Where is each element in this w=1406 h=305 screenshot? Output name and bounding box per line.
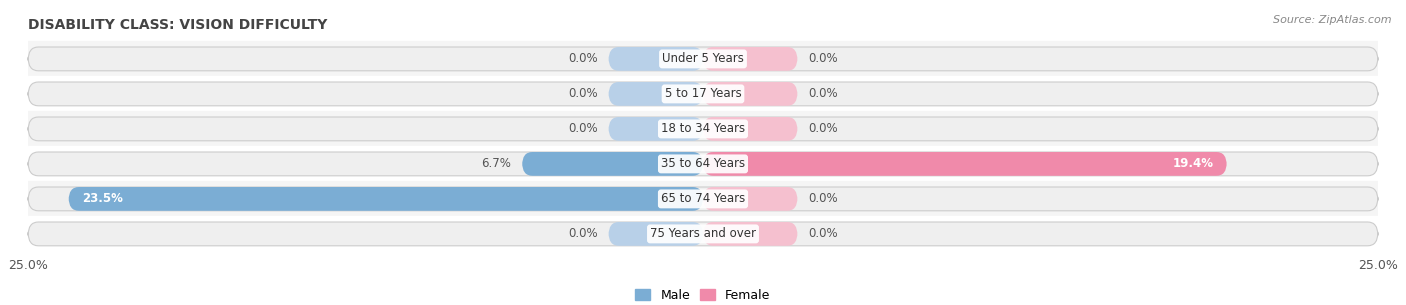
FancyBboxPatch shape	[28, 222, 1378, 246]
Text: 23.5%: 23.5%	[82, 192, 122, 205]
Text: 0.0%: 0.0%	[568, 228, 598, 240]
FancyBboxPatch shape	[28, 117, 1378, 141]
Text: 0.0%: 0.0%	[808, 52, 838, 65]
FancyBboxPatch shape	[609, 47, 703, 71]
Text: 0.0%: 0.0%	[568, 52, 598, 65]
FancyBboxPatch shape	[703, 222, 797, 246]
Text: Under 5 Years: Under 5 Years	[662, 52, 744, 65]
Text: 19.4%: 19.4%	[1173, 157, 1213, 170]
Bar	[28, 181, 1378, 217]
Text: 0.0%: 0.0%	[568, 88, 598, 100]
Text: 75 Years and over: 75 Years and over	[650, 228, 756, 240]
FancyBboxPatch shape	[28, 47, 1378, 71]
FancyBboxPatch shape	[703, 117, 797, 141]
Text: 0.0%: 0.0%	[808, 192, 838, 205]
Bar	[28, 146, 1378, 181]
Text: DISABILITY CLASS: VISION DIFFICULTY: DISABILITY CLASS: VISION DIFFICULTY	[28, 18, 328, 31]
Bar	[28, 111, 1378, 146]
Text: 18 to 34 Years: 18 to 34 Years	[661, 122, 745, 135]
FancyBboxPatch shape	[703, 187, 797, 211]
Text: 35 to 64 Years: 35 to 64 Years	[661, 157, 745, 170]
FancyBboxPatch shape	[28, 187, 1378, 211]
FancyBboxPatch shape	[522, 152, 703, 176]
Bar	[28, 217, 1378, 251]
FancyBboxPatch shape	[28, 152, 1378, 176]
Text: 5 to 17 Years: 5 to 17 Years	[665, 88, 741, 100]
Text: 6.7%: 6.7%	[481, 157, 512, 170]
Text: 0.0%: 0.0%	[808, 228, 838, 240]
Text: Source: ZipAtlas.com: Source: ZipAtlas.com	[1274, 15, 1392, 25]
Text: 0.0%: 0.0%	[568, 122, 598, 135]
Bar	[28, 76, 1378, 111]
FancyBboxPatch shape	[69, 187, 703, 211]
FancyBboxPatch shape	[703, 82, 797, 106]
FancyBboxPatch shape	[609, 117, 703, 141]
FancyBboxPatch shape	[703, 47, 797, 71]
FancyBboxPatch shape	[609, 222, 703, 246]
Text: 0.0%: 0.0%	[808, 122, 838, 135]
Text: 65 to 74 Years: 65 to 74 Years	[661, 192, 745, 205]
Bar	[28, 41, 1378, 76]
FancyBboxPatch shape	[28, 82, 1378, 106]
FancyBboxPatch shape	[609, 82, 703, 106]
Legend: Male, Female: Male, Female	[630, 284, 776, 305]
Text: 0.0%: 0.0%	[808, 88, 838, 100]
FancyBboxPatch shape	[703, 152, 1226, 176]
